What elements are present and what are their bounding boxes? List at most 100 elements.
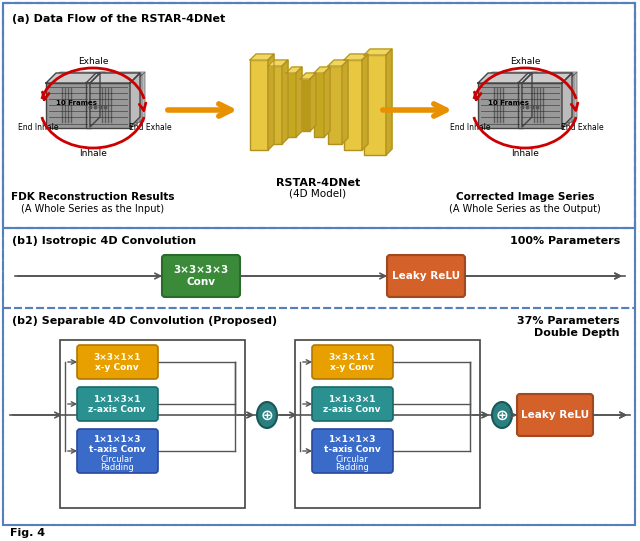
Bar <box>314 73 324 137</box>
FancyBboxPatch shape <box>77 429 158 473</box>
Polygon shape <box>97 74 102 124</box>
Text: z-axis Conv: z-axis Conv <box>88 406 146 414</box>
Polygon shape <box>95 72 145 77</box>
Bar <box>521 81 566 126</box>
Bar <box>60 340 245 508</box>
Bar <box>478 83 523 128</box>
Text: Leaky ReLU: Leaky ReLU <box>392 271 460 281</box>
Bar <box>328 66 342 144</box>
Polygon shape <box>324 67 330 137</box>
Text: Circular: Circular <box>336 454 368 464</box>
Text: ⊕: ⊕ <box>260 407 273 423</box>
Bar <box>268 66 282 144</box>
Text: t-axis Conv: t-axis Conv <box>88 445 145 454</box>
Polygon shape <box>342 60 348 144</box>
Text: 100% Parameters: 100% Parameters <box>509 236 620 246</box>
Bar <box>46 83 91 128</box>
Ellipse shape <box>492 402 512 428</box>
Bar <box>286 73 296 137</box>
Polygon shape <box>140 72 145 122</box>
Text: 3×3×1×1: 3×3×1×1 <box>93 353 141 361</box>
Polygon shape <box>484 74 534 79</box>
Polygon shape <box>300 73 316 79</box>
Text: Circular: Circular <box>100 454 133 464</box>
Polygon shape <box>268 60 288 66</box>
Polygon shape <box>518 73 572 83</box>
Text: x-y Conv: x-y Conv <box>330 364 374 373</box>
Ellipse shape <box>257 402 277 428</box>
Bar <box>524 79 569 124</box>
Text: x-y Conv: x-y Conv <box>95 364 139 373</box>
Polygon shape <box>344 54 368 60</box>
Polygon shape <box>524 74 574 79</box>
Bar <box>484 79 529 124</box>
Polygon shape <box>481 76 531 81</box>
Polygon shape <box>134 76 139 126</box>
Text: ⊕: ⊕ <box>495 407 508 423</box>
Bar <box>95 77 140 122</box>
Text: Exhale: Exhale <box>509 57 540 67</box>
Polygon shape <box>362 54 368 150</box>
Text: Padding: Padding <box>335 463 369 472</box>
Polygon shape <box>529 74 534 124</box>
FancyBboxPatch shape <box>312 429 393 473</box>
Text: 3×3×3×3: 3×3×3×3 <box>173 265 228 275</box>
Polygon shape <box>92 74 142 79</box>
Text: Leaky ReLU: Leaky ReLU <box>521 410 589 420</box>
Polygon shape <box>572 72 577 122</box>
Bar <box>487 77 532 122</box>
Bar <box>86 83 131 128</box>
Text: End Exhale: End Exhale <box>561 123 604 133</box>
Polygon shape <box>487 72 537 77</box>
Polygon shape <box>566 76 571 126</box>
FancyBboxPatch shape <box>312 387 393 421</box>
FancyBboxPatch shape <box>77 387 158 421</box>
Text: 1×1×1×3: 1×1×1×3 <box>93 436 141 445</box>
Polygon shape <box>89 76 139 81</box>
Bar <box>52 79 97 124</box>
Polygon shape <box>296 67 302 137</box>
Text: Fig. 4: Fig. 4 <box>10 528 45 538</box>
Polygon shape <box>386 49 392 155</box>
Text: 10 Frames: 10 Frames <box>488 100 529 106</box>
Text: End Exhale: End Exhale <box>129 123 172 133</box>
Text: End Inhale: End Inhale <box>450 123 490 133</box>
FancyBboxPatch shape <box>77 345 158 379</box>
Bar <box>518 83 563 128</box>
Text: Exhale: Exhale <box>77 57 108 67</box>
Text: 37% Parameters: 37% Parameters <box>517 316 620 326</box>
Bar <box>364 55 386 155</box>
Polygon shape <box>522 73 532 127</box>
Polygon shape <box>90 73 100 127</box>
Polygon shape <box>130 73 140 127</box>
Polygon shape <box>94 76 99 126</box>
FancyBboxPatch shape <box>312 345 393 379</box>
Polygon shape <box>49 76 99 81</box>
Polygon shape <box>526 76 531 126</box>
Polygon shape <box>328 60 348 66</box>
Text: 10 Frames: 10 Frames <box>56 100 97 106</box>
Polygon shape <box>286 67 302 73</box>
Text: FDK Reconstruction Results: FDK Reconstruction Results <box>12 192 175 202</box>
Text: (4D Model): (4D Model) <box>289 189 347 199</box>
Polygon shape <box>46 73 100 83</box>
Text: (A Whole Series as the Output): (A Whole Series as the Output) <box>449 204 601 214</box>
Polygon shape <box>527 72 577 77</box>
Text: Inhale: Inhale <box>511 149 539 159</box>
Polygon shape <box>521 76 571 81</box>
Text: 3×3×1×1: 3×3×1×1 <box>328 353 376 361</box>
Text: (b2) Separable 4D Convolution (Proposed): (b2) Separable 4D Convolution (Proposed) <box>12 316 277 326</box>
Bar <box>3 3 635 228</box>
Text: (a) Data Flow of the RSTAR-4DNet: (a) Data Flow of the RSTAR-4DNet <box>12 14 225 24</box>
Polygon shape <box>569 74 574 124</box>
Bar <box>92 79 137 124</box>
Polygon shape <box>478 73 532 83</box>
Bar <box>89 81 134 126</box>
Polygon shape <box>310 73 316 131</box>
Polygon shape <box>532 72 537 122</box>
Bar <box>295 340 480 508</box>
Text: t-axis Conv: t-axis Conv <box>324 445 380 454</box>
Text: (b1) Isotropic 4D Convolution: (b1) Isotropic 4D Convolution <box>12 236 196 246</box>
Text: 1×1×3×1: 1×1×3×1 <box>93 394 141 404</box>
Text: Corrected Image Series: Corrected Image Series <box>456 192 595 202</box>
